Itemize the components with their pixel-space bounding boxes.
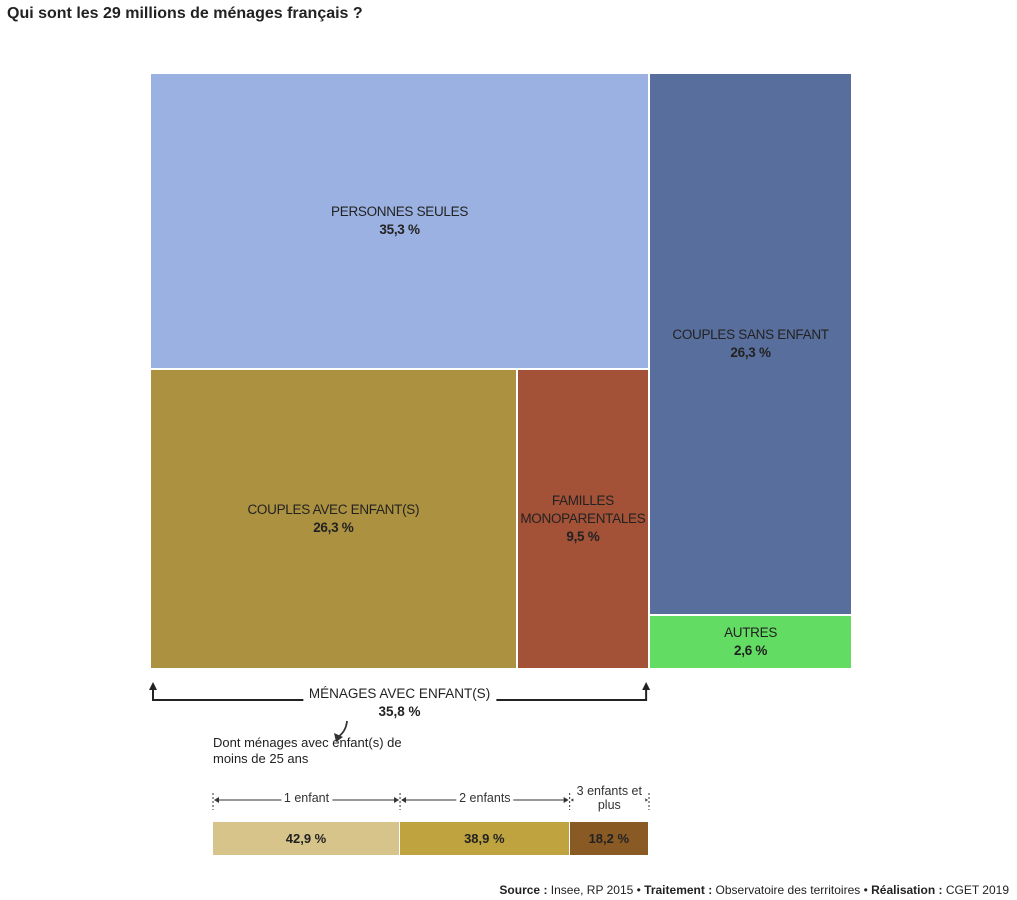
source-text: CGET 2019: [945, 883, 1009, 897]
arrow-head: [334, 733, 343, 742]
treemap-cell: COUPLES AVEC ENFANT(S) 26,3 %: [150, 368, 517, 669]
value-label: 26,3 %: [313, 519, 354, 535]
treemap-cell: FAMILLES MONOPARENTALES 9,5 %: [516, 368, 650, 669]
cell-label: COUPLES SANS ENFANT 26,3 %: [668, 326, 832, 362]
cell-label: PERSONNES SEULES 35,3 %: [327, 203, 472, 239]
value-label: 9,5 %: [566, 528, 600, 544]
subtitle: Dont ménages avec enfant(s) de moins de …: [213, 735, 402, 766]
cell-label: AUTRES 2,6 %: [720, 624, 781, 660]
source-label: Source :: [499, 883, 548, 897]
arrow-head: [149, 682, 157, 690]
annotation-value: 35,8 %: [378, 704, 421, 719]
title: Qui sont les 29 millions de ménages fran…: [7, 5, 363, 22]
treemap-cell: AUTRES 2,6 %: [649, 615, 852, 669]
source-label: Traitement :: [644, 883, 713, 897]
value-label: 26,3 %: [730, 345, 771, 361]
source-text: Insee, RP 2015 •: [550, 883, 641, 897]
cell-label: COUPLES AVEC ENFANT(S) 26,3 %: [243, 501, 423, 537]
value-label: 35,3 %: [379, 221, 420, 237]
segment-category: 1 enfant: [280, 791, 333, 805]
segment-category: 3 enfants et plus: [573, 784, 645, 812]
bar-segment: 18,2 %: [569, 822, 649, 855]
source-label: Réalisation :: [871, 883, 943, 897]
annotation: MÉNAGES AVEC ENFANT(S) 35,8 %: [302, 685, 497, 721]
source: Source : Insee, RP 2015 • Traitement : O…: [499, 883, 1009, 897]
annotation-text: MÉNAGES AVEC ENFANT(S): [308, 686, 491, 701]
bar-segment: 38,9 %: [400, 822, 570, 855]
bar-segment: 42,9 %: [213, 822, 401, 855]
treemap-cell: COUPLES SANS ENFANT 26,3 %: [649, 73, 852, 616]
category-label: FAMILLES MONOPARENTALES: [520, 492, 646, 526]
value-label: 2,6 %: [734, 643, 768, 659]
treemap-cell: PERSONNES SEULES 35,3 %: [150, 73, 650, 369]
segment-category: 2 enfants: [456, 791, 514, 805]
category-label: PERSONNES SEULES: [331, 203, 469, 219]
source-text: Observatoire des territoires •: [715, 883, 868, 897]
arrow-head: [642, 682, 651, 690]
cell-label: FAMILLES MONOPARENTALES 9,5 %: [516, 492, 649, 546]
category-label: COUPLES SANS ENFANT: [672, 327, 829, 343]
category-label: COUPLES AVEC ENFANT(S): [247, 501, 420, 517]
category-label: AUTRES: [724, 625, 778, 641]
